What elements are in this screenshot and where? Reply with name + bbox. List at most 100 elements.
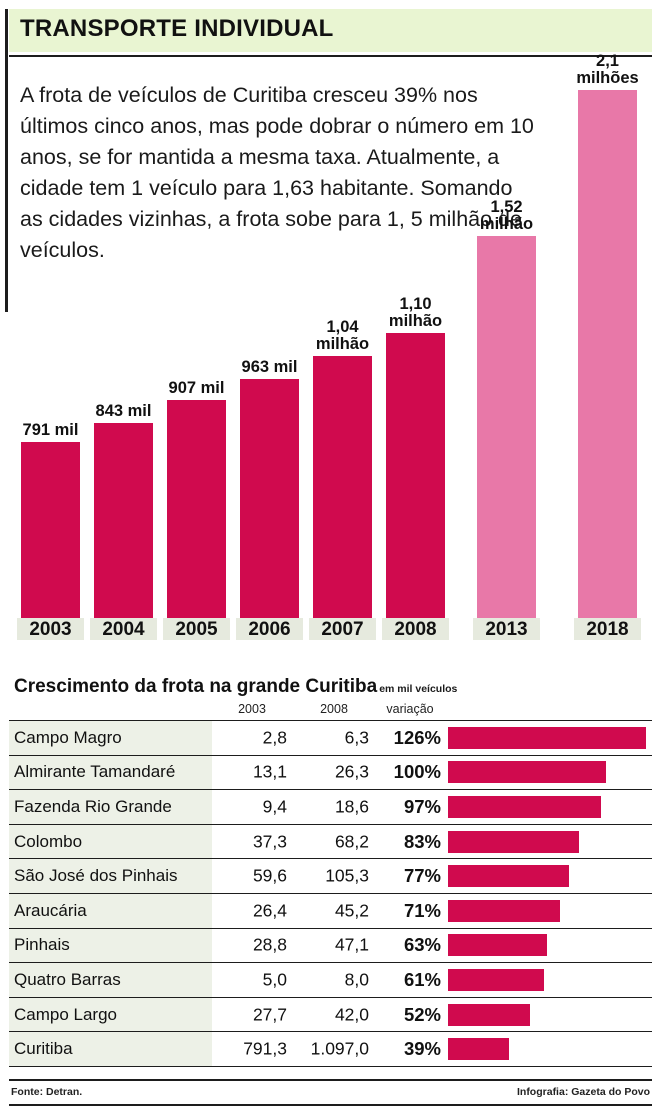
row-name-cell xyxy=(9,721,212,755)
column-value-label-line1: 963 mil xyxy=(241,358,298,376)
axis-tick-2008: 2008 xyxy=(382,618,449,640)
row-value-2003: 5,0 xyxy=(262,969,287,990)
row-variation-bar xyxy=(448,1003,530,1026)
table-row: Curitiba 791,3 1.097,0 39% xyxy=(9,1031,652,1067)
row-variation-bar xyxy=(448,968,545,991)
intro-paragraph: A frota de veículos de Curitiba cresceu … xyxy=(20,83,534,262)
row-value-2003: 27,7 xyxy=(252,1004,287,1025)
column-value-label-line1: 907 mil xyxy=(168,379,225,397)
row-variation-percent: 83% xyxy=(403,830,441,852)
column-fill xyxy=(167,400,226,618)
row-value-2003: 28,8 xyxy=(252,934,287,955)
source-note: Fonte: Detran. xyxy=(11,1086,83,1098)
column-value-label: 963 mil xyxy=(242,359,298,376)
table-row: Pinhais 28,8 47,1 63% xyxy=(9,927,652,963)
axis-tick-label: 2013 xyxy=(473,618,540,640)
table-row: Campo Largo 27,7 42,0 52% xyxy=(9,996,652,1032)
axis-tick-2007: 2007 xyxy=(309,618,376,640)
column-value-label-line2: milhão xyxy=(388,312,443,330)
row-variation-percent: 63% xyxy=(403,934,441,956)
chart-column-2006: 963 mil xyxy=(240,359,299,618)
axis-tick-2005: 2005 xyxy=(163,618,230,640)
axis-tick-label: 2004 xyxy=(90,618,157,640)
axis-tick-2018: 2018 xyxy=(574,618,641,640)
page-title: TRANSPORTE INDIVIDUAL xyxy=(20,15,334,42)
row-value-2008: 42,0 xyxy=(334,1004,369,1025)
column-fill xyxy=(94,423,153,618)
column-header-2008: 2008 xyxy=(320,702,348,716)
column-value-label: 791 mil xyxy=(23,422,79,439)
column-fill xyxy=(21,442,80,618)
axis-tick-2003: 2003 xyxy=(17,618,84,640)
table-row: Colombo 37,3 68,2 83% xyxy=(9,823,652,859)
table-title-text: Crescimento da frota na grande Curitiba xyxy=(14,676,378,697)
column-header-2003: 2003 xyxy=(238,702,266,716)
axis-tick-2013: 2013 xyxy=(473,618,540,640)
column-value-label: 1,04 milhão xyxy=(316,319,369,353)
column-value-label: 1,52 milhão xyxy=(480,199,533,233)
row-name-cell xyxy=(9,790,212,824)
row-variation-bar xyxy=(448,830,579,853)
column-value-label-line1: 2,1 xyxy=(596,52,619,70)
row-value-2003: 9,4 xyxy=(262,796,287,817)
row-value-2008: 26,3 xyxy=(334,761,369,782)
row-value-2008: 68,2 xyxy=(334,831,369,852)
row-city-name: Campo Magro xyxy=(14,727,122,747)
row-city-name: Araucária xyxy=(14,900,87,920)
column-value-label-line1: 843 mil xyxy=(95,402,152,420)
row-variation-bar xyxy=(448,761,606,784)
row-variation-percent: 52% xyxy=(403,1003,441,1025)
chart-column-2004: 843 mil xyxy=(94,403,153,618)
row-variation-percent: 126% xyxy=(393,726,441,748)
chart-column-2018: 2,1 milhões xyxy=(576,53,639,618)
row-name-cell xyxy=(9,859,212,893)
table-row: Fazenda Rio Grande 9,4 18,6 97% xyxy=(9,789,652,824)
chart-column-2008: 1,10 milhão xyxy=(386,296,445,618)
row-value-2008: 8,0 xyxy=(344,969,369,990)
axis-tick-2004: 2004 xyxy=(90,618,157,640)
column-fill xyxy=(578,90,637,618)
column-fill xyxy=(313,356,372,618)
chart-column-2013: 1,52 milhão xyxy=(477,199,536,618)
column-fill xyxy=(240,379,299,618)
chart-column-2003: 791 mil xyxy=(21,422,80,618)
row-value-2003: 791,3 xyxy=(243,1038,287,1059)
row-city-name: Pinhais xyxy=(14,935,70,955)
column-value-label-line1: 1,52 xyxy=(490,198,523,216)
axis-tick-label: 2008 xyxy=(382,618,449,640)
chart-column-2005: 907 mil xyxy=(167,380,226,618)
table-row: Quatro Barras 5,0 8,0 61% xyxy=(9,962,652,997)
column-fill xyxy=(386,333,445,618)
column-value-label-line1: 1,04 xyxy=(326,318,359,336)
axis-tick-label: 2005 xyxy=(163,618,230,640)
table-title: Crescimento da frota na grande Curitiba e… xyxy=(14,676,457,698)
table-row: Campo Magro 2,8 6,3 126% xyxy=(9,720,652,755)
column-value-label-line2: milhão xyxy=(479,215,534,233)
row-variation-percent: 61% xyxy=(403,968,441,990)
fleet-column-chart: 791 mil 2003 843 mil 2004 907 mil 2005 963 mil… xyxy=(0,53,660,640)
row-variation-percent: 77% xyxy=(403,865,441,887)
axis-tick-label: 2006 xyxy=(236,618,303,640)
column-value-label-line1: 791 mil xyxy=(22,421,79,439)
axis-tick-label: 2003 xyxy=(17,618,84,640)
column-value-label: 2,1 milhões xyxy=(576,53,638,87)
table-row: São José dos Pinhais 59,6 105,3 77% xyxy=(9,858,652,893)
row-variation-percent: 100% xyxy=(393,761,441,783)
row-city-name: Curitiba xyxy=(14,1039,73,1059)
header-divider xyxy=(9,55,652,57)
credit-note: Infografia: Gazeta do Povo xyxy=(516,1086,650,1098)
row-variation-percent: 97% xyxy=(403,795,441,817)
row-variation-bar xyxy=(448,899,560,922)
row-value-2003: 37,3 xyxy=(252,831,287,852)
row-name-cell xyxy=(9,928,212,963)
table-row: Almirante Tamandaré 13,1 26,3 100% xyxy=(9,754,652,790)
row-name-cell xyxy=(9,1032,212,1066)
left-accent-rule xyxy=(5,9,8,312)
row-variation-bar xyxy=(448,726,647,749)
row-value-2008: 18,6 xyxy=(334,796,369,817)
row-value-2008: 6,3 xyxy=(344,727,369,748)
axis-tick-label: 2018 xyxy=(574,618,641,640)
row-city-name: São José dos Pinhais xyxy=(14,866,178,886)
table-row: Araucária 26,4 45,2 71% xyxy=(9,892,652,928)
